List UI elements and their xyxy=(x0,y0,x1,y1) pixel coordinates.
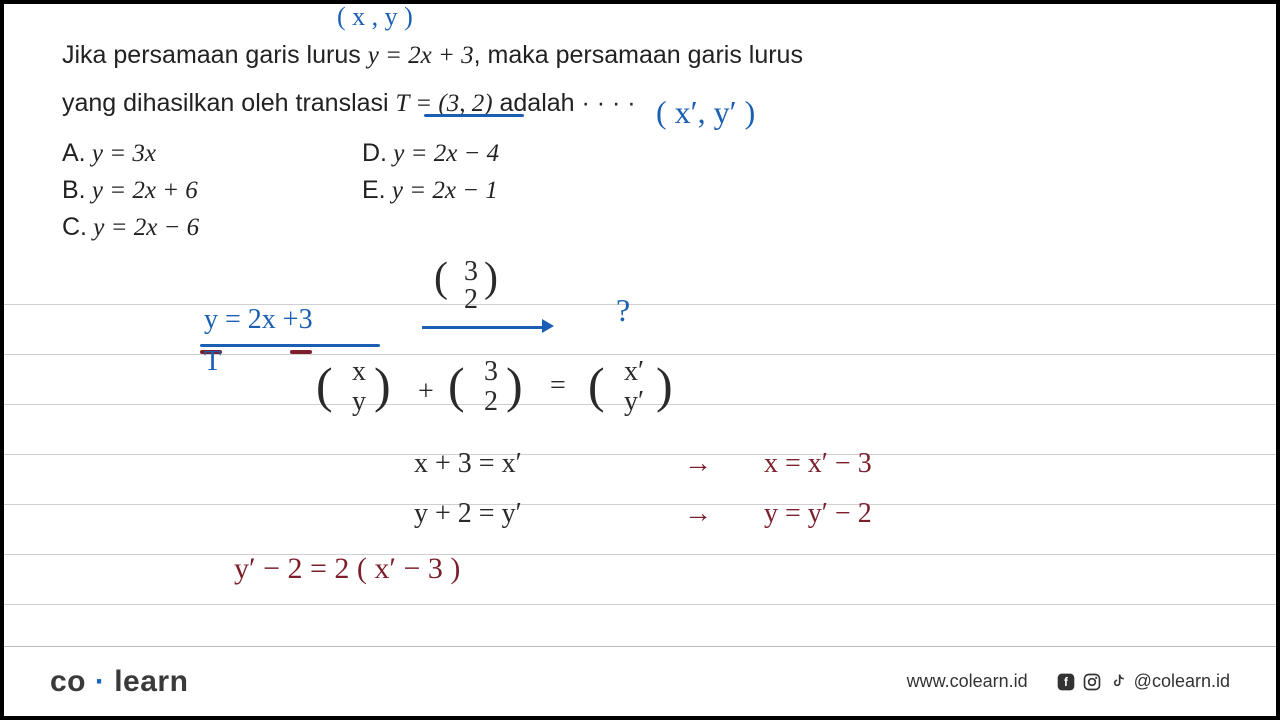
question-block: Jika persamaan garis lurus y = 2x + 3, m… xyxy=(62,32,1218,127)
hw-mat-3: 3 xyxy=(484,356,498,388)
instagram-icon xyxy=(1082,672,1102,692)
q-eq2: T = (3, 2) xyxy=(396,90,493,117)
question-line-2: yang dihasilkan oleh translasi T = (3, 2… xyxy=(62,80,1218,128)
arrow-line xyxy=(422,326,544,329)
option-b: B. y = 2x + 6 xyxy=(62,172,362,209)
hw-p-l4: ( xyxy=(588,356,605,414)
hw-xyprime: ( x′, y′ ) xyxy=(656,94,755,131)
ruled-line xyxy=(4,554,1276,555)
hw-paren-l1: ( xyxy=(434,254,448,302)
hw-row2-l: y + 2 = y′ xyxy=(414,498,522,530)
logo-co: co xyxy=(50,665,86,698)
hw-mat-yp: y′ xyxy=(624,386,644,418)
option-c: C. y = 2x − 6 xyxy=(62,209,362,246)
q-part1: Jika persamaan garis lurus xyxy=(62,41,368,69)
hw-mat-xp: x′ xyxy=(624,356,644,388)
ruled-line xyxy=(4,304,1276,305)
hw-p-r4: ) xyxy=(656,356,673,414)
q-l2b: adalah · · · · xyxy=(493,89,636,117)
underline-eq-blue xyxy=(200,344,380,347)
hw-plus: + xyxy=(418,376,434,408)
q-l2a: yang dihasilkan oleh translasi xyxy=(62,89,396,117)
hw-paren-r1: ) xyxy=(484,254,498,302)
hw-eq-blue: y = 2x +3 xyxy=(204,304,313,336)
q-eq1: y = 2x + 3 xyxy=(368,42,474,69)
hw-xy-top: ( x , y ) xyxy=(337,2,413,32)
options: A. y = 3x D. y = 2x − 4 B. y = 2x + 6 E.… xyxy=(62,135,1218,246)
ruled-line xyxy=(4,604,1276,605)
hw-mat-x: x xyxy=(352,356,366,388)
logo-learn: learn xyxy=(114,665,188,698)
tiktok-icon xyxy=(1108,672,1128,692)
hw-row1-r: x = x′ − 3 xyxy=(764,448,872,480)
q-part2: , maka persamaan garis lurus xyxy=(474,41,803,69)
page: Jika persamaan garis lurus y = 2x + 3, m… xyxy=(4,4,1276,716)
hw-p-l3: ( xyxy=(448,356,465,414)
option-d: D. y = 2x − 4 xyxy=(362,135,662,172)
hw-vec-2: 2 xyxy=(464,284,478,316)
footer-right: www.colearn.id f @colearn.id xyxy=(907,671,1230,692)
arrow-head-icon xyxy=(542,319,554,333)
hw-p-l2: ( xyxy=(316,356,333,414)
hw-p-r3: ) xyxy=(506,356,523,414)
option-e: E. y = 2x − 1 xyxy=(362,172,662,209)
underline-t xyxy=(424,114,524,117)
hw-row2-r: y = y′ − 2 xyxy=(764,498,872,530)
hw-p-r2: ) xyxy=(374,356,391,414)
hw-qmark: ? xyxy=(616,292,630,329)
facebook-icon: f xyxy=(1056,672,1076,692)
ruled-line xyxy=(4,454,1276,455)
ruled-line xyxy=(4,504,1276,505)
hw-t-blue: T xyxy=(204,346,221,378)
footer-handle: @colearn.id xyxy=(1134,671,1230,692)
hw-mat-y: y xyxy=(352,386,366,418)
option-a: A. y = 3x xyxy=(62,135,362,172)
logo: co · learn xyxy=(50,665,188,699)
hw-mat-2: 2 xyxy=(484,386,498,418)
hw-arrow2: → xyxy=(684,498,712,530)
footer: co · learn www.colearn.id f @colearn.id xyxy=(4,646,1276,716)
hw-arrow1: → xyxy=(684,448,712,480)
question-line-1: Jika persamaan garis lurus y = 2x + 3, m… xyxy=(62,32,1218,80)
hw-row1-l: x + 3 = x′ xyxy=(414,448,522,480)
footer-url: www.colearn.id xyxy=(907,671,1028,692)
hw-final: y′ − 2 = 2 ( x′ − 3 ) xyxy=(234,552,460,586)
social-icons: f @colearn.id xyxy=(1056,671,1230,692)
hw-eq1: = xyxy=(550,370,566,402)
underline-x-maroon xyxy=(290,350,312,354)
svg-text:f: f xyxy=(1064,676,1068,689)
ruled-line xyxy=(4,354,1276,355)
